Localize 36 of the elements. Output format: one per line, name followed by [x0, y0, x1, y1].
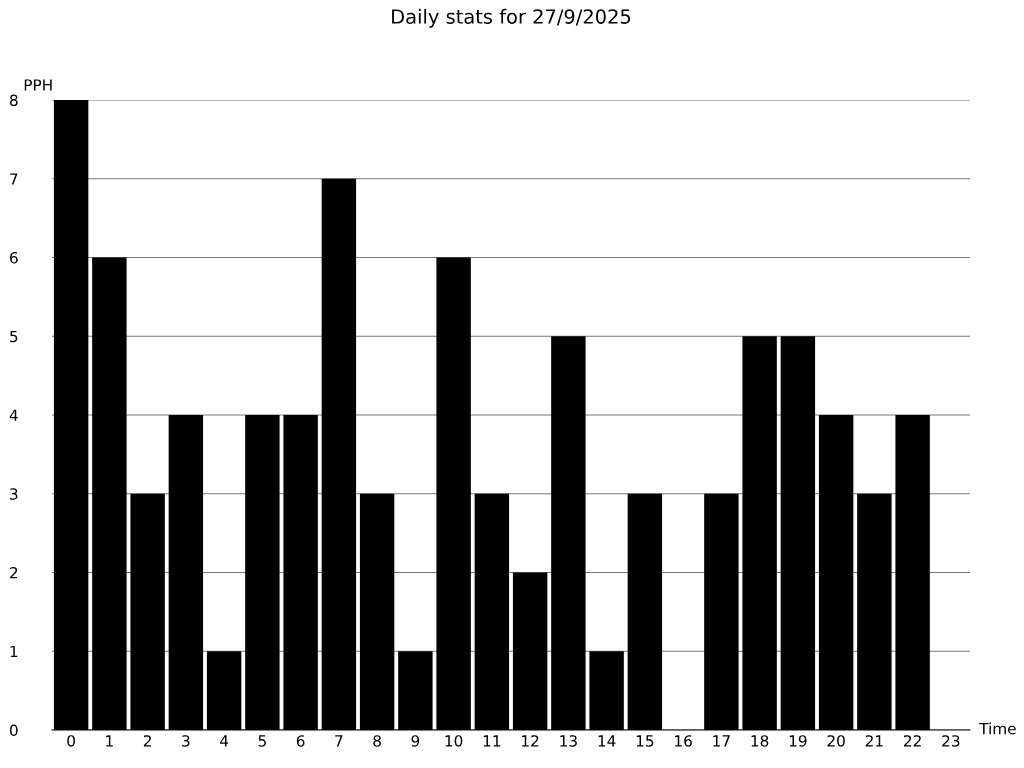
x-tick-label: 14	[598, 735, 616, 747]
y-tick-label: 5	[10, 330, 18, 343]
x-tick-label: 16	[675, 735, 692, 747]
y-tick-label: 0	[9, 724, 18, 737]
y-tick-label: 4	[9, 409, 18, 421]
x-tick-label: 6	[296, 735, 305, 747]
y-tick-label: 7	[10, 173, 18, 185]
x-tick-label: 8	[373, 735, 381, 747]
x-tick-label: 20	[827, 735, 845, 747]
x-axis-title: Time	[979, 722, 1016, 735]
x-tick-label: 1	[106, 735, 113, 747]
x-tick-label: 15	[636, 735, 654, 747]
x-tick-label: 9	[411, 735, 420, 747]
x-tick-label: 7	[335, 735, 343, 747]
x-tick-label: 10	[445, 735, 463, 747]
y-tick-label: 3	[10, 488, 18, 500]
x-tick-label: 23	[942, 735, 960, 747]
x-tick-label: 0	[67, 735, 75, 747]
y-tick-label: 2	[10, 566, 18, 579]
y-tick-label: 6	[10, 251, 18, 264]
x-tick-label: 11	[483, 735, 501, 747]
x-tick-label: 13	[560, 735, 577, 747]
x-tick-label: 2	[143, 735, 151, 747]
x-tick-label: 19	[789, 735, 807, 747]
x-tick-label: 22	[904, 735, 921, 747]
x-tick-label: 4	[220, 735, 229, 747]
x-tick-label: 17	[713, 735, 730, 747]
x-tick-label: 18	[751, 735, 769, 747]
x-tick-label: 12	[522, 735, 539, 747]
y-tick-label: 1	[10, 645, 18, 658]
chart-title: Daily stats for 27/9/2025	[392, 8, 631, 28]
y-tick-label: 8	[9, 94, 18, 107]
x-tick-label: 21	[865, 735, 883, 747]
x-tick-label: 3	[182, 735, 190, 747]
y-axis-title: PPH	[24, 79, 52, 91]
x-tick-label: 5	[258, 735, 266, 747]
